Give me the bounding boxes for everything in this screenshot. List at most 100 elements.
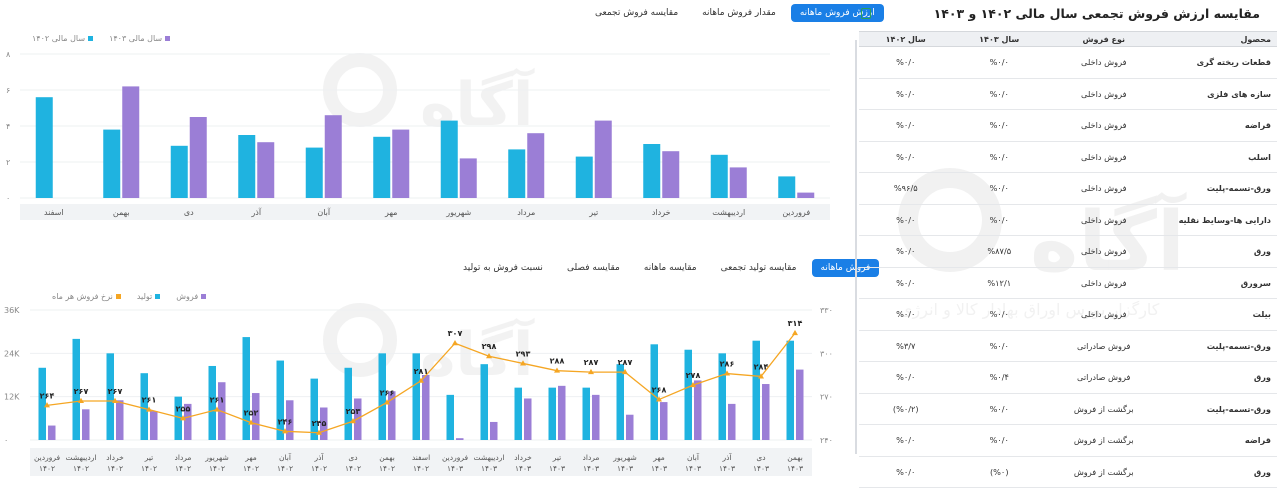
table-row[interactable]: قراضه برگشت از فروش %۰/۰ %۰/۰ xyxy=(859,424,1277,457)
cell-sale-type: فروش داخلی xyxy=(1046,141,1162,173)
tab-seasonal-comparison[interactable]: مقایسه فصلی xyxy=(566,263,620,273)
legend-item-rate[interactable]: نرخ فروش هر ماه xyxy=(52,292,121,301)
rate-data-label: ۲۸۶ xyxy=(720,360,735,369)
table-header-row: محصول نوع فروش سال ۱۴۰۳ سال ۱۴۰۲ xyxy=(859,31,1277,47)
cell-1402: (%۰/۲) xyxy=(859,393,953,425)
bar-1402 xyxy=(305,147,323,198)
table-row[interactable]: دارایی ها-وسایط نقلیه فروش داخلی %۰/۰ %۰/۰ xyxy=(859,204,1277,236)
y2-tick-label: ۳۳۰ xyxy=(820,306,833,315)
table-row[interactable]: ورق برگشت از فروش (%۰) %۰/۰ xyxy=(859,456,1277,488)
bar-1403 xyxy=(324,115,342,198)
x-tick-label-year: ۱۴۰۲ xyxy=(209,464,225,473)
cell-product: ورق xyxy=(1161,361,1277,394)
table-row[interactable]: سرورق فروش داخلی %۱۲/۱ %۰/۰ xyxy=(859,267,1277,299)
rate-point xyxy=(622,368,628,375)
rate-point xyxy=(44,402,50,408)
bar-sales xyxy=(48,425,56,440)
rate-point xyxy=(724,370,730,376)
bar-1403 xyxy=(527,133,545,198)
tab-sales-to-production[interactable]: نسبت فروش به تولید xyxy=(463,263,543,273)
table-row[interactable]: قطعات ریخته گری فروش داخلی %۰/۰ %۰/۰ xyxy=(859,46,1277,79)
x-tick-label-month: شهریور xyxy=(612,453,636,462)
x-tick-label-year: ۱۴۰۲ xyxy=(175,464,191,473)
table-row[interactable]: بیلت فروش داخلی %۰/۰ %۰/۰ xyxy=(859,298,1277,331)
x-tick-label-year: ۱۴۰۲ xyxy=(73,464,89,473)
x-tick-label: مرداد xyxy=(517,208,535,217)
cell-product: اسلب xyxy=(1161,141,1277,173)
rate-data-label: ۲۵۵ xyxy=(176,404,191,413)
x-tick-label-month: مرداد xyxy=(175,453,192,462)
y2-tick-label: ۳۰۰ xyxy=(820,349,833,358)
rate-point xyxy=(180,415,186,421)
bar-production xyxy=(106,353,114,440)
x-tick-label-year: ۱۴۰۲ xyxy=(413,464,429,473)
bar-sales xyxy=(422,375,430,440)
tab-cumulative-production[interactable]: مقایسه تولید تجمعی xyxy=(720,263,797,273)
monthly-sales-production-chart: ۰ 12K 24K 36K ۲۴۰ ۲۷۰ ۳۰۰ ۳۳۰ فروردین ۱۴۰۲ اردیبهش… xyxy=(4,306,833,476)
bar-production xyxy=(786,340,794,440)
cell-product: ورق-تسمه-پلیت xyxy=(1161,172,1277,205)
bar-1403 xyxy=(594,120,612,198)
y-tick-label: 12K xyxy=(4,393,20,402)
tab-cumulative-sales[interactable]: مقایسه فروش تجمعی xyxy=(595,8,679,18)
cell-product: قراضه xyxy=(1161,424,1277,457)
cell-product: بیلت xyxy=(1161,298,1277,331)
rate-point xyxy=(350,418,356,424)
table-row[interactable]: ورق-تسمه-پلیت فروش داخلی %۰/۰ %۹۶/۵ xyxy=(859,172,1277,205)
table-row[interactable]: اسلب فروش داخلی %۰/۰ %۰/۰ xyxy=(859,141,1277,173)
bar-1402 xyxy=(35,97,53,198)
table-row[interactable]: سازه های فلزی فروش داخلی %۰/۰ %۰/۰ xyxy=(859,78,1277,110)
cell-1402: %۰/۰ xyxy=(859,204,953,236)
bottom-chart-tabs: نسبت فروش به تولید مقایسه فصلی مقایسه ما… xyxy=(454,259,880,277)
bar-production xyxy=(378,353,386,440)
table-row[interactable]: ورق فروش داخلی %۸۷/۵ %۰/۰ xyxy=(859,235,1277,268)
table-row[interactable]: قراضه فروش داخلی %۰/۰ %۰/۰ xyxy=(859,109,1277,142)
y-tick-label: ۰ xyxy=(4,436,8,445)
bar-production xyxy=(752,340,760,440)
excel-export-icon[interactable] xyxy=(861,8,871,19)
x-tick-label-month: آبان xyxy=(279,452,292,462)
table-title: مقایسه ارزش فروش تجمعی سال مالی ۱۴۰۲ و ۱… xyxy=(933,6,1260,21)
bar-1403 xyxy=(662,151,680,198)
tab-monthly-sales-qty[interactable]: مقدار فروش ماهانه xyxy=(702,8,776,18)
cell-1403: %۸۷/۵ xyxy=(952,235,1046,268)
cell-1403: %۰/۰ xyxy=(952,393,1046,425)
x-tick-label: فروردین xyxy=(782,208,810,217)
rate-data-label: ۲۶۱ xyxy=(142,396,157,405)
top-chart-tabs: مقایسه فروش تجمعی مقدار فروش ماهانه ارزش… xyxy=(586,4,884,22)
x-tick-label: شهریور xyxy=(445,208,471,217)
rate-point xyxy=(554,367,560,373)
table-row[interactable]: ورق-تسمه-پلیت فروش صادراتی %۰/۰ %۳/۷ xyxy=(859,330,1277,362)
bar-sales xyxy=(286,400,294,440)
table-row[interactable]: ورق فروش صادراتی %۰/۴ %۰/۰ xyxy=(859,361,1277,394)
tab-monthly-sales-value[interactable]: ارزش فروش ماهانه xyxy=(790,4,884,22)
scrollbar-track[interactable] xyxy=(855,40,857,454)
rate-point xyxy=(758,373,764,379)
rate-point xyxy=(112,397,118,403)
legend-item-sales[interactable]: فروش xyxy=(176,292,207,301)
cell-sale-type: برگشت از فروش xyxy=(1046,424,1162,457)
rate-data-label: ۲۹۸ xyxy=(482,342,497,351)
legend-item-production[interactable]: تولید xyxy=(137,292,161,301)
cell-1402: %۰/۰ xyxy=(859,46,953,79)
x-tick-label-month: مهر xyxy=(652,453,665,462)
x-tick-label-year: ۱۴۰۳ xyxy=(685,464,701,473)
rate-data-label: ۲۷۸ xyxy=(686,371,701,380)
legend-item-1403[interactable]: سال مالی ۱۴۰۳ xyxy=(109,34,171,43)
tab-monthly-comparison[interactable]: مقایسه ماهانه xyxy=(643,263,697,273)
bar-sales xyxy=(184,403,192,440)
x-tick-label-month: دی xyxy=(756,453,765,462)
x-tick-label-year: ۱۴۰۲ xyxy=(107,464,123,473)
bar-1402 xyxy=(238,135,256,198)
bar-production xyxy=(412,353,420,440)
legend-item-1402[interactable]: سال مالی ۱۴۰۲ xyxy=(32,34,94,43)
cell-product: قطعات ریخته گری xyxy=(1161,46,1277,79)
table-row[interactable]: ورق-تسمه-پلیت برگشت از فروش %۰/۰ (%۰/۲) xyxy=(859,393,1277,425)
bar-1403 xyxy=(122,86,140,198)
bar-production xyxy=(276,360,284,440)
legend-swatch xyxy=(165,36,171,41)
x-tick-label-year: ۱۴۰۲ xyxy=(39,464,55,473)
cell-1403: %۰/۰ xyxy=(952,78,1046,110)
cell-product: ورق-تسمه-پلیت xyxy=(1161,393,1277,425)
legend-swatch xyxy=(155,294,161,299)
